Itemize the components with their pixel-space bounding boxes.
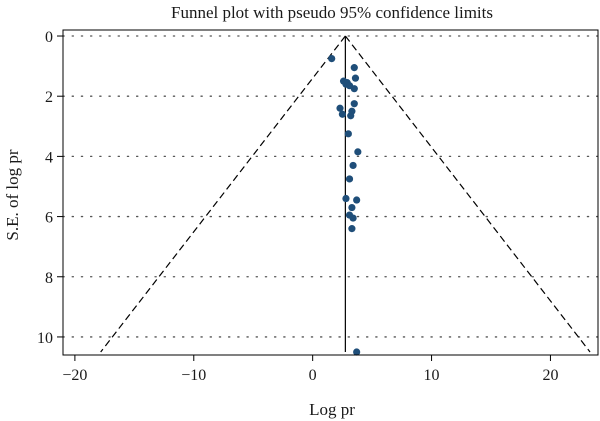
x-tick-label: 0 [309, 367, 317, 384]
y-tick-label: 4 [45, 149, 53, 166]
funnel-lines [100, 35, 591, 353]
y-tick-label: 8 [45, 270, 53, 287]
grid-lines [62, 35, 599, 338]
lower-confidence-limit [100, 35, 346, 353]
data-point [351, 74, 360, 82]
y-tick-label: 6 [45, 210, 53, 227]
data-points [328, 54, 362, 356]
data-point [353, 196, 361, 204]
y-tick-label: 2 [45, 89, 53, 106]
data-point [336, 104, 344, 112]
x-tick-label: 10 [424, 367, 440, 384]
data-point [350, 64, 358, 72]
data-point [344, 130, 352, 138]
plot-frame [62, 29, 599, 356]
data-point [345, 175, 354, 183]
x-axis-label: Log pr [309, 400, 355, 419]
data-point [348, 203, 356, 212]
y-tick-label: 0 [45, 29, 53, 46]
x-tick-label: −10 [181, 367, 206, 384]
data-point [354, 148, 362, 156]
data-point [350, 85, 358, 93]
x-tick-label: 20 [542, 367, 558, 384]
y-tick-label: 10 [37, 330, 53, 347]
x-axis-ticks: −20 −10 0 10 20 [62, 355, 558, 384]
data-point [338, 110, 346, 118]
data-point [353, 348, 361, 356]
data-point [349, 214, 357, 222]
data-point [350, 100, 358, 108]
y-axis-ticks: 0 2 4 6 8 10 [37, 29, 63, 347]
y-axis-label: S.E. of log pr [3, 149, 22, 240]
chart-title: Funnel plot with pseudo 95% confidence l… [171, 3, 493, 22]
x-tick-label: −20 [62, 367, 87, 384]
data-point [342, 194, 350, 203]
upper-confidence-limit [344, 35, 591, 353]
data-point [348, 225, 356, 233]
data-point [349, 161, 357, 170]
data-point [347, 112, 355, 120]
data-point [328, 54, 336, 63]
